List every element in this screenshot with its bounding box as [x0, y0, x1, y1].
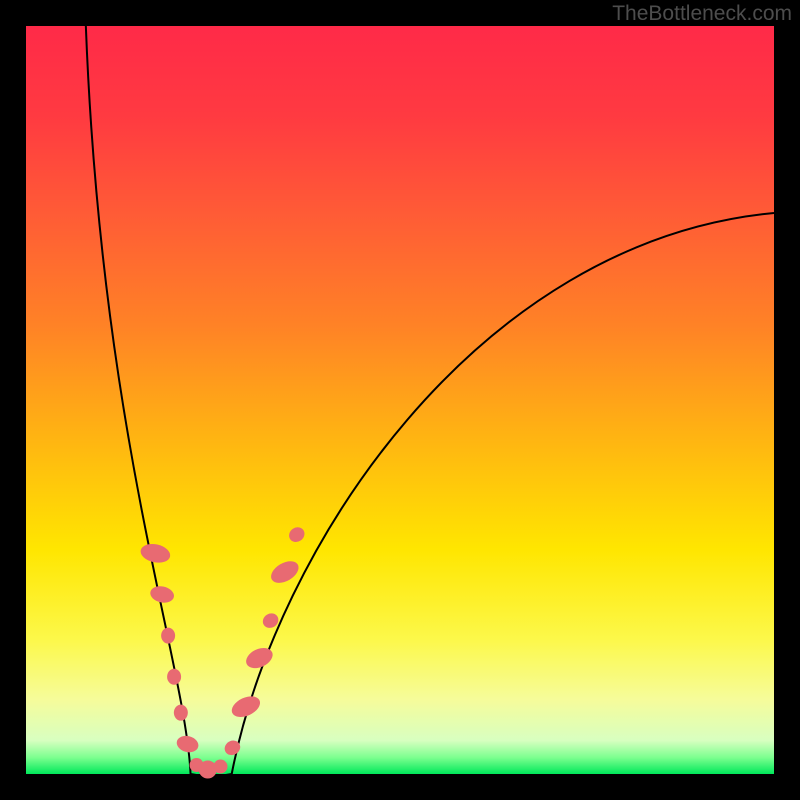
- watermark-text: TheBottleneck.com: [612, 2, 792, 26]
- marker-point: [213, 760, 227, 774]
- chart-container: TheBottleneck.com: [0, 0, 800, 800]
- marker-point: [161, 628, 175, 644]
- bottleneck-chart: [0, 0, 800, 800]
- marker-point: [167, 669, 181, 685]
- plot-background: [26, 26, 774, 774]
- marker-point: [199, 761, 217, 779]
- marker-point: [174, 705, 188, 721]
